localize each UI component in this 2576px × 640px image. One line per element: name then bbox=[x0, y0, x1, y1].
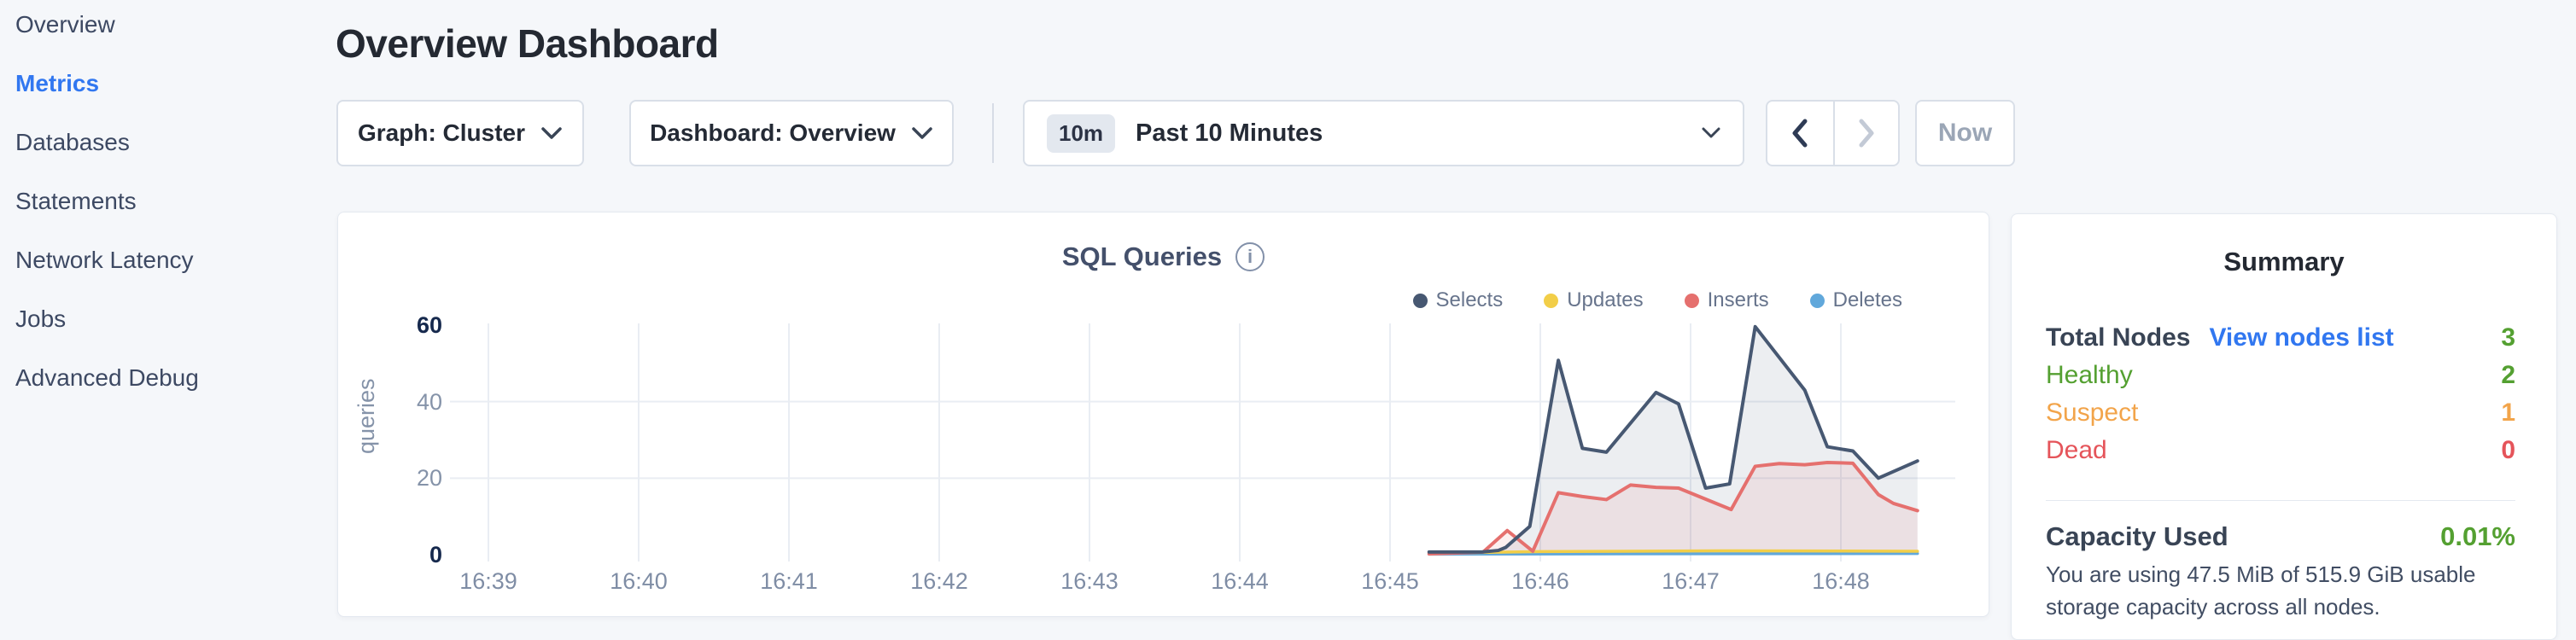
capacity-value: 0.01% bbox=[2440, 521, 2515, 551]
chevron-right-icon bbox=[1859, 119, 1874, 148]
dashboard-dropdown-label: Dashboard: Overview bbox=[650, 119, 896, 146]
summary-row-value: 2 bbox=[2501, 361, 2515, 389]
sidebar-item-metrics[interactable]: Metrics bbox=[15, 70, 100, 96]
x-tick-label: 16:39 bbox=[459, 568, 517, 594]
sidebar-item-overview[interactable]: Overview bbox=[15, 11, 115, 38]
info-icon[interactable]: i bbox=[1235, 242, 1265, 271]
summary-row-suspect: Suspect 1 bbox=[2046, 399, 2515, 428]
next-time-button[interactable] bbox=[1832, 102, 1899, 165]
sidebar-item-advanced-debug[interactable]: Advanced Debug bbox=[15, 364, 199, 391]
chart-legend: Selects Updates Inserts Deletes bbox=[1412, 288, 1902, 312]
summary-row-value: 3 bbox=[2501, 323, 2515, 352]
chevron-down-icon bbox=[1702, 127, 1720, 138]
y-tick-label: 0 bbox=[429, 542, 442, 567]
sidebar-item-jobs[interactable]: Jobs bbox=[15, 305, 67, 332]
chevron-down-icon bbox=[912, 127, 932, 139]
capacity-row: Capacity Used 0.01% bbox=[2046, 521, 2515, 552]
y-tick-label: 60 bbox=[416, 312, 442, 338]
legend-item-deletes[interactable]: Deletes bbox=[1809, 288, 1902, 312]
legend-label: Updates bbox=[1567, 288, 1644, 311]
legend-dot bbox=[1684, 293, 1699, 308]
legend-item-updates[interactable]: Updates bbox=[1544, 288, 1644, 312]
time-range-dropdown[interactable]: 10m Past 10 Minutes bbox=[1023, 100, 1744, 166]
sql-queries-chart[interactable] bbox=[427, 316, 1964, 572]
x-tick-label: 16:48 bbox=[1812, 568, 1870, 594]
summary-divider bbox=[2046, 500, 2515, 501]
time-range-label: Past 10 Minutes bbox=[1136, 119, 1323, 147]
summary-rows: Total Nodes View nodes list 3 Healthy 2 Suspe… bbox=[2046, 323, 2515, 474]
summary-row-dead: Dead 0 bbox=[2046, 436, 2515, 465]
x-tick-label: 16:47 bbox=[1662, 568, 1720, 594]
legend-label: Inserts bbox=[1707, 288, 1769, 311]
chart-header: SQL Queries i bbox=[337, 241, 1989, 272]
dashboard-dropdown[interactable]: Dashboard: Overview bbox=[629, 100, 954, 166]
y-axis-title: queries bbox=[315, 378, 418, 454]
legend-dot bbox=[1412, 293, 1428, 308]
summary-title: Summary bbox=[2223, 247, 2345, 276]
chevron-left-icon bbox=[1792, 119, 1808, 148]
legend-item-inserts[interactable]: Inserts bbox=[1684, 288, 1769, 312]
time-pager bbox=[1766, 100, 1900, 166]
view-nodes-list-link[interactable]: View nodes list bbox=[2209, 323, 2394, 352]
chevron-down-icon bbox=[541, 127, 562, 139]
sidebar-item-statements[interactable]: Statements bbox=[15, 188, 137, 214]
x-tick-label: 16:44 bbox=[1211, 568, 1269, 594]
summary-row-healthy: Healthy 2 bbox=[2046, 361, 2515, 390]
sidebar-item-network-latency[interactable]: Network Latency bbox=[15, 247, 194, 273]
capacity-label: Capacity Used bbox=[2046, 521, 2228, 551]
prev-time-button[interactable] bbox=[1767, 102, 1833, 165]
chart-title: SQL Queries bbox=[1061, 241, 1223, 271]
legend-dot bbox=[1544, 293, 1559, 308]
controls-divider bbox=[992, 103, 994, 163]
summary-row-label: Healthy bbox=[2046, 361, 2133, 389]
legend-label: Selects bbox=[1435, 288, 1504, 311]
summary-panel: Summary Total Nodes View nodes list 3 Healt… bbox=[2011, 213, 2557, 640]
page-title: Overview Dashboard bbox=[336, 21, 719, 66]
legend-dot bbox=[1809, 293, 1825, 308]
capacity-description: You are using 47.5 MiB of 515.9 GiB usab… bbox=[2046, 561, 2476, 620]
x-tick-label: 16:46 bbox=[1511, 568, 1569, 594]
sidebar-item-databases[interactable]: Databases bbox=[15, 129, 130, 155]
summary-row-label: Dead bbox=[2046, 436, 2107, 464]
legend-item-selects[interactable]: Selects bbox=[1412, 288, 1504, 312]
x-tick-label: 16:41 bbox=[760, 568, 818, 594]
x-tick-label: 16:42 bbox=[910, 568, 968, 594]
time-range-badge: 10m bbox=[1047, 113, 1116, 153]
legend-label: Deletes bbox=[1832, 288, 1902, 311]
y-tick-label: 40 bbox=[416, 388, 442, 415]
sidebar: Overview Metrics Databases Statements Networ… bbox=[0, 0, 336, 623]
y-tick-label: 20 bbox=[416, 465, 442, 492]
x-tick-label: 16:40 bbox=[610, 568, 668, 594]
now-button[interactable]: Now bbox=[1915, 100, 2015, 166]
x-tick-label: 16:43 bbox=[1060, 568, 1119, 594]
summary-row-label: Total Nodes bbox=[2046, 323, 2191, 352]
summary-row-value: 0 bbox=[2501, 436, 2515, 464]
summary-row-label: Suspect bbox=[2046, 399, 2139, 427]
graph-dropdown-label: Graph: Cluster bbox=[357, 119, 526, 146]
graph-dropdown[interactable]: Graph: Cluster bbox=[336, 100, 584, 166]
summary-row-value: 1 bbox=[2501, 399, 2515, 427]
summary-row-total-nodes: Total Nodes View nodes list 3 bbox=[2046, 323, 2515, 352]
x-tick-label: 16:45 bbox=[1361, 568, 1419, 594]
